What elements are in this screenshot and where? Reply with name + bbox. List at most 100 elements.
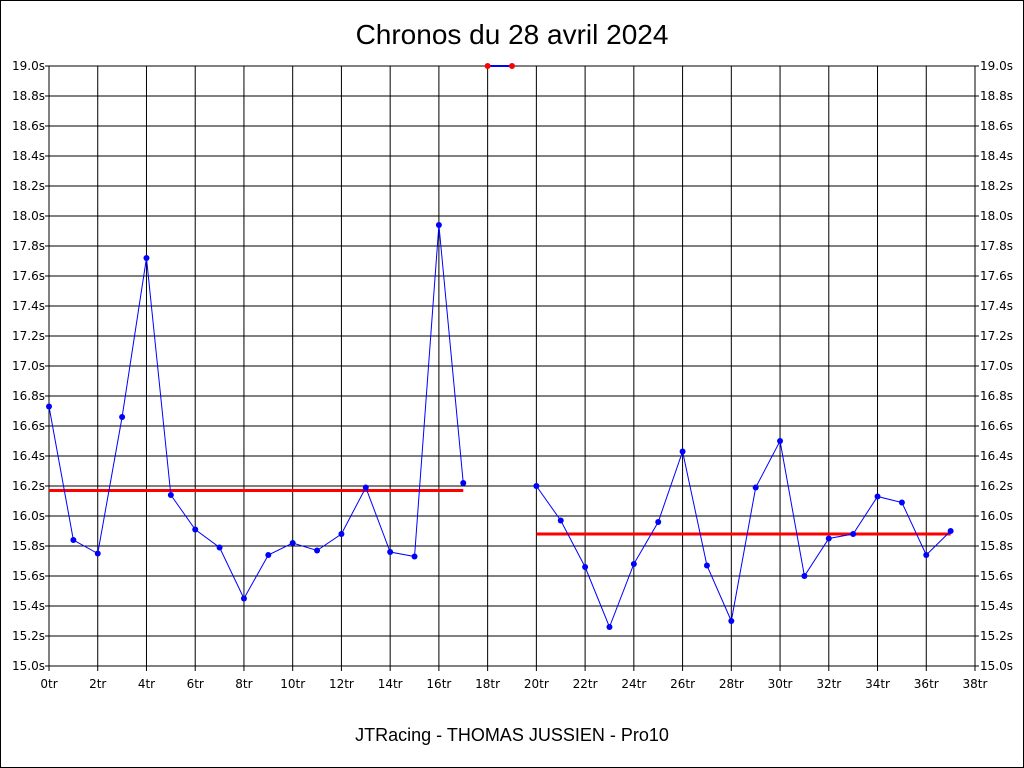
y-tick-label-right: 17.6s <box>980 269 1013 283</box>
data-point <box>752 484 759 491</box>
y-tick-label: 15.0s <box>12 659 45 673</box>
data-point <box>606 624 613 630</box>
y-tick-label: 17.2s <box>12 329 45 343</box>
data-point <box>679 448 686 455</box>
y-tick-label-right: 18.6s <box>980 119 1013 133</box>
y-tick-label: 16.2s <box>12 479 45 493</box>
series-line <box>48 224 464 600</box>
y-tick-label: 17.6s <box>12 269 45 283</box>
data-point <box>387 549 394 555</box>
data-point <box>947 528 954 534</box>
y-axis-left-labels: 15.0s 15.2s 15.4s 15.6s 15.8s 16.0s 16.2s 16.4s… <box>12 59 45 673</box>
data-point <box>192 526 199 533</box>
x-tick-label: 6tr <box>187 677 204 691</box>
y-tick-label: 18.4s <box>12 149 45 163</box>
data-point <box>582 564 589 570</box>
x-tick-label: 26tr <box>670 677 695 691</box>
y-tick-label: 16.0s <box>12 509 45 523</box>
data-point <box>923 552 930 558</box>
data-point <box>289 540 296 546</box>
y-axis-right-labels: 15.0s 15.2s 15.4s 15.6s 15.8s 16.0s 16.2s 16.4s… <box>980 59 1013 673</box>
data-point <box>533 483 540 489</box>
y-tick-label: 15.6s <box>12 569 45 583</box>
y-tick-label-right: 17.2s <box>980 329 1013 343</box>
y-tick-label: 15.2s <box>12 629 45 643</box>
x-tick-label: 34tr <box>865 677 890 691</box>
y-tick-label: 16.6s <box>12 419 45 433</box>
y-tick-label-right: 15.6s <box>980 569 1013 583</box>
y-tick-label-right: 15.0s <box>980 659 1013 673</box>
y-tick-label-right: 15.2s <box>980 629 1013 643</box>
y-tick-label-right: 15.4s <box>980 599 1013 613</box>
y-tick-label: 19.0s <box>12 59 45 73</box>
chart-caption: JTRacing - THOMAS JUSSIEN - Pro10 <box>355 725 669 745</box>
data-point <box>338 531 345 537</box>
y-tick-label-right: 17.8s <box>980 239 1013 253</box>
data-point <box>557 517 564 524</box>
y-tick-label-right: 18.4s <box>980 149 1013 163</box>
data-point <box>460 480 467 486</box>
data-point <box>703 562 710 569</box>
x-tick-label: 2tr <box>89 677 106 691</box>
y-tick-label: 15.8s <box>12 539 45 553</box>
chart-title: Chronos du 28 avril 2024 <box>356 19 669 50</box>
y-tick-label-right: 17.4s <box>980 299 1013 313</box>
data-point <box>777 438 784 444</box>
data-point <box>825 535 832 542</box>
data-point <box>265 552 272 558</box>
data-point <box>46 403 52 410</box>
y-tick-label-right: 18.0s <box>980 209 1013 223</box>
x-tick-label: 20tr <box>524 677 549 691</box>
y-tick-label: 15.4s <box>12 599 45 613</box>
x-axis-labels: 0tr 2tr 4tr 6tr 8tr 10tr 12tr 14tr 16tr 18tr 20tr 2… <box>40 677 987 691</box>
data-point <box>119 414 126 420</box>
y-tick-label-right: 16.8s <box>980 389 1013 403</box>
x-tick-label: 38tr <box>963 677 988 691</box>
y-tick-label-right: 16.6s <box>980 419 1013 433</box>
x-tick-label: 28tr <box>719 677 744 691</box>
series-lines <box>48 65 951 629</box>
data-point <box>874 493 881 500</box>
y-tick-label-right: 16.4s <box>980 449 1013 463</box>
data-point <box>509 63 515 69</box>
y-tick-label: 18.2s <box>12 179 45 193</box>
x-tick-label: 24tr <box>621 677 646 691</box>
y-tick-label-right: 18.8s <box>980 89 1013 103</box>
x-tick-label: 10tr <box>280 677 305 691</box>
data-point <box>435 222 442 228</box>
y-tick-label: 17.0s <box>12 359 45 373</box>
x-tick-label: 22tr <box>573 677 598 691</box>
data-point <box>850 531 857 537</box>
x-tick-label: 8tr <box>235 677 252 691</box>
y-tick-label: 16.4s <box>12 449 45 463</box>
x-tick-label: 18tr <box>475 677 500 691</box>
y-tick-label-right: 16.0s <box>980 509 1013 523</box>
y-tick-label-right: 17.0s <box>980 359 1013 373</box>
data-point <box>411 553 418 560</box>
x-tick-label: 16tr <box>426 677 451 691</box>
x-tick-label: 30tr <box>768 677 793 691</box>
x-tick-label: 4tr <box>138 677 155 691</box>
y-tick-label-right: 15.8s <box>980 539 1013 553</box>
data-point <box>216 544 223 551</box>
x-tick-label: 12tr <box>329 677 354 691</box>
y-tick-label-right: 19.0s <box>980 59 1013 73</box>
data-point <box>143 255 150 261</box>
y-tick-label: 18.8s <box>12 89 45 103</box>
data-point <box>630 561 637 567</box>
data-point <box>94 550 101 557</box>
y-tick-label: 16.8s <box>12 389 45 403</box>
data-point <box>240 595 247 602</box>
data-point <box>898 499 905 506</box>
y-tick-label: 18.6s <box>12 119 45 133</box>
data-point <box>655 519 662 525</box>
x-tick-label: 14tr <box>378 677 403 691</box>
data-point <box>70 537 77 543</box>
data-point <box>801 573 808 579</box>
y-tick-label-right: 16.2s <box>980 479 1013 493</box>
y-tick-label: 17.8s <box>12 239 45 253</box>
data-point <box>314 547 321 554</box>
series-line <box>535 439 951 629</box>
data-point <box>362 484 369 491</box>
